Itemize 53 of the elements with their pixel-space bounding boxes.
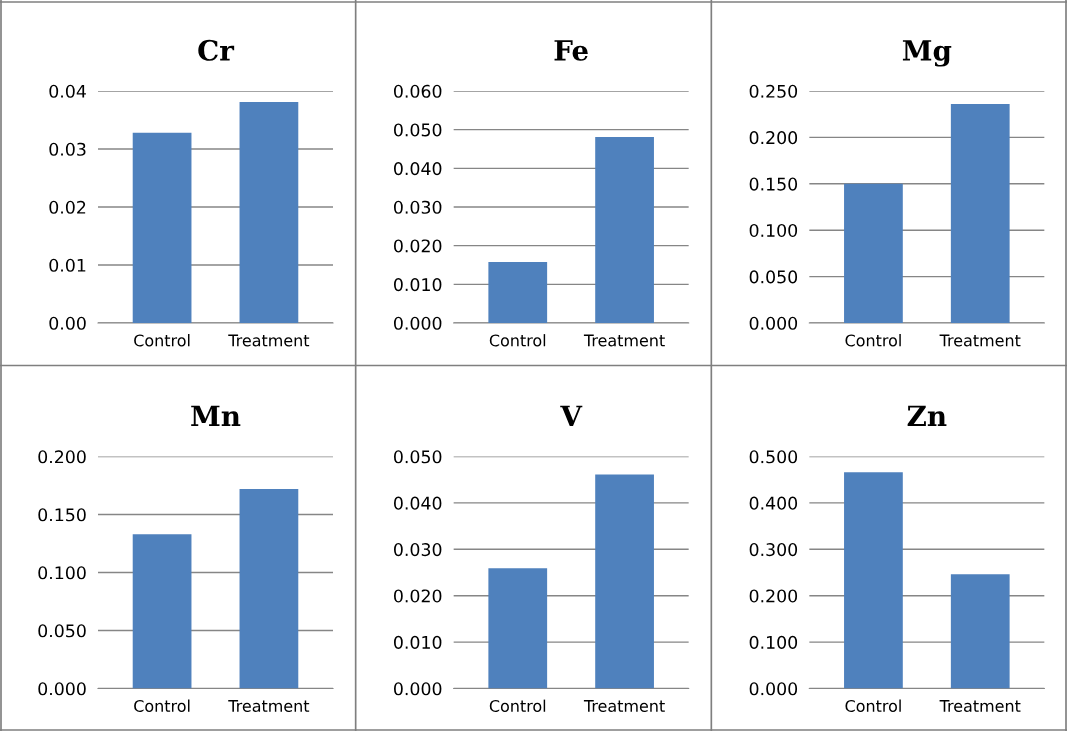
y-tick-label: 0.030 — [394, 200, 442, 214]
y-tick-label: 0.000 — [394, 316, 442, 330]
y-tick-label: 0.100 — [749, 223, 798, 238]
chart-title: V — [560, 405, 583, 426]
x-tick-label: Control — [489, 699, 546, 712]
y-tick-label: 0.020 — [394, 239, 442, 253]
y-tick-label: 0.200 — [749, 131, 798, 145]
y-tick-label: 0.010 — [394, 278, 442, 292]
chart-title: Cr — [198, 39, 235, 61]
y-tick-label: 0.01 — [49, 258, 86, 272]
x-tick-label: Treatment — [583, 334, 665, 347]
chart-title: Mn — [191, 405, 241, 426]
x-tick-label: Treatment — [228, 700, 310, 712]
y-tick-label: 0.04 — [49, 84, 86, 98]
y-tick-label: 0.000 — [749, 316, 798, 330]
y-tick-label: 0.100 — [38, 566, 86, 580]
y-tick-label: 0.050 — [38, 624, 86, 638]
y-tick-label: 0.00 — [49, 316, 86, 330]
x-tick-label: Control — [134, 334, 190, 347]
x-tick-label: Treatment — [939, 700, 1021, 712]
y-tick-label: 0.040 — [394, 496, 442, 510]
y-tick-label: 0.020 — [394, 589, 442, 603]
y-tick-label: 0.050 — [394, 450, 442, 464]
y-tick-label: 0.040 — [394, 162, 442, 176]
x-tick-label: Treatment — [228, 334, 310, 347]
y-tick-label: 0.03 — [49, 142, 86, 156]
y-tick-label: 0.200 — [38, 450, 86, 464]
y-tick-label: 0.050 — [749, 270, 798, 284]
y-tick-label: 0.250 — [749, 84, 798, 98]
y-tick-label: 0.200 — [749, 589, 798, 603]
y-tick-label: 0.02 — [49, 200, 86, 214]
chart-title: Fe — [554, 40, 588, 61]
y-tick-label: 0.000 — [38, 682, 86, 696]
y-tick-label: 0.000 — [394, 682, 442, 696]
x-tick-label: Control — [134, 699, 190, 712]
x-tick-label: Control — [845, 334, 901, 347]
x-tick-label: Treatment — [939, 334, 1021, 347]
y-tick-label: 0.010 — [394, 635, 442, 649]
y-tick-label: 0.150 — [38, 508, 86, 522]
y-tick-label: 0.500 — [749, 450, 798, 464]
y-tick-label: 0.000 — [749, 682, 798, 696]
x-tick-label: Control — [845, 699, 901, 712]
y-tick-label: 0.060 — [394, 84, 442, 98]
chart-title: Zn — [907, 405, 947, 426]
y-tick-label: 0.400 — [749, 496, 798, 510]
x-tick-label: Treatment — [583, 700, 665, 712]
y-tick-label: 0.100 — [749, 635, 798, 649]
y-tick-label: 0.300 — [749, 543, 798, 557]
x-tick-label: Control — [489, 334, 546, 347]
chart-title: Mg — [902, 40, 952, 67]
y-tick-label: 0.050 — [394, 123, 442, 137]
y-tick-label: 0.030 — [394, 543, 442, 557]
y-tick-label: 0.150 — [749, 177, 798, 191]
